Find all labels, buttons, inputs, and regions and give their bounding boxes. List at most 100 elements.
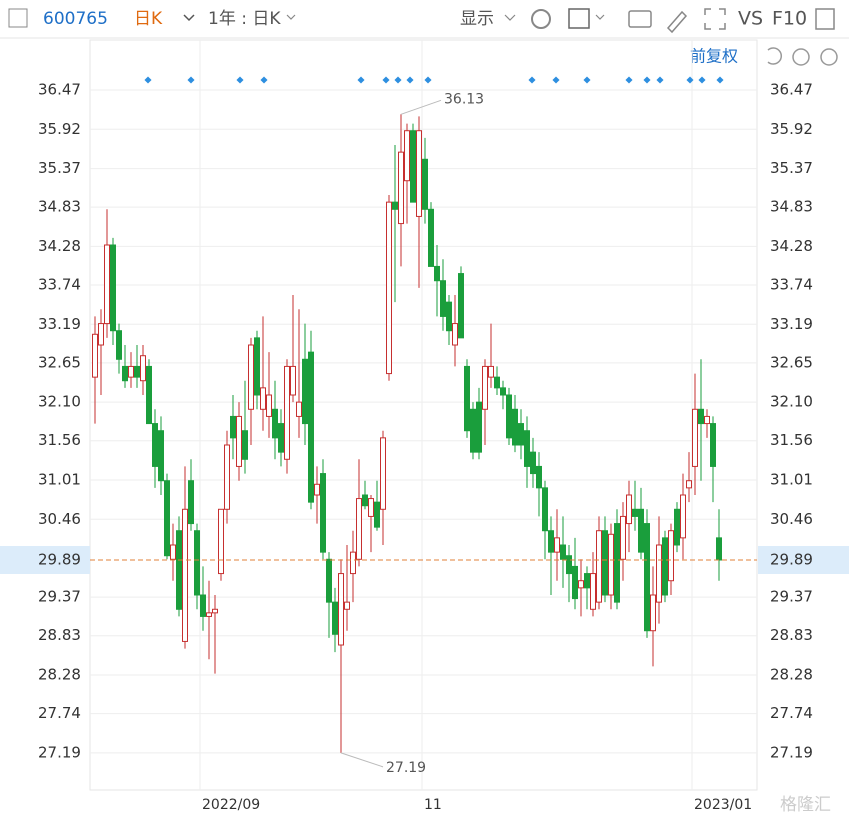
- candle-body: [98, 323, 104, 346]
- candle-body: [506, 394, 512, 439]
- y2-tick-label: 34.83: [770, 198, 813, 216]
- y-tick-label: 32.10: [38, 393, 81, 411]
- candle-body: [122, 365, 128, 382]
- candle-body: [320, 473, 326, 553]
- display-button[interactable]: 显示: [460, 9, 494, 29]
- candle-body: [476, 401, 482, 453]
- y2-tick-label: 32.65: [770, 353, 813, 371]
- y2-tick-label: 36.47: [770, 81, 813, 99]
- candle-body: [218, 508, 224, 575]
- y-tick-label: 32.65: [38, 353, 81, 371]
- last-price-bg: [758, 546, 849, 574]
- candle-body: [692, 408, 698, 467]
- candle-body: [662, 537, 668, 596]
- fullscreen-icon[interactable]: [704, 8, 726, 30]
- y-tick-label: 33.74: [38, 276, 81, 294]
- candle-body: [590, 573, 596, 610]
- candle-body: [362, 494, 368, 507]
- undo-icon[interactable]: [767, 47, 783, 65]
- y2-tick-label: 33.19: [770, 315, 813, 333]
- candle-body: [170, 544, 176, 560]
- watermark: 格隆汇: [780, 795, 831, 815]
- plot-area: 36.47 36.47 35.92 35.92 35.37 35.37 34.83 34.83…: [0, 39, 849, 813]
- candle-body: [596, 530, 602, 603]
- event-marker: [698, 76, 706, 84]
- y-tick-label: 34.83: [38, 198, 81, 216]
- candle-body: [530, 451, 536, 475]
- candle-body: [326, 558, 332, 603]
- last-price-label: 29.89: [38, 551, 81, 569]
- dropdown-arrow: [595, 14, 605, 20]
- candle-body: [536, 465, 542, 489]
- y2-tick-label: 34.28: [770, 237, 813, 255]
- candle-body: [668, 530, 674, 582]
- y-tick-label: 33.19: [38, 315, 81, 333]
- candle-body: [164, 480, 170, 557]
- candle-body: [470, 408, 476, 453]
- candle-body: [254, 337, 260, 396]
- candle-body: [578, 580, 584, 589]
- range-select[interactable]: 1年 : 日K: [208, 9, 281, 29]
- event-marker: [424, 76, 432, 84]
- candle-body: [416, 130, 422, 217]
- period-select[interactable]: 日K: [134, 9, 163, 29]
- candle-body: [566, 555, 572, 575]
- candle-body: [296, 401, 302, 417]
- y2-tick-label: 29.37: [770, 588, 813, 606]
- event-marker: [625, 76, 633, 84]
- candle-body: [446, 301, 452, 332]
- y2-tick-label: 28.83: [770, 626, 813, 644]
- event-marker: [357, 76, 365, 84]
- candle-body: [428, 208, 434, 267]
- event-marker: [583, 76, 591, 84]
- y2-tick-label: 32.10: [770, 393, 813, 411]
- event-marker: [236, 76, 244, 84]
- candle-body: [656, 544, 662, 603]
- y-tick-label: 27.19: [38, 743, 81, 761]
- stock-code[interactable]: 600765: [43, 9, 108, 29]
- event-marker: [144, 76, 152, 84]
- candle-body: [542, 487, 548, 532]
- candle-body: [482, 365, 488, 410]
- candle-body: [560, 544, 566, 560]
- candle-body: [194, 530, 200, 596]
- y-tick-label: 27.74: [38, 704, 81, 722]
- candle-body: [632, 508, 638, 517]
- candle-body: [248, 344, 254, 410]
- f10-button[interactable]: F10: [772, 8, 807, 30]
- candle-body: [674, 508, 680, 546]
- sidebar-toggle[interactable]: [8, 8, 28, 28]
- event-marker: [716, 76, 724, 84]
- candle-body: [464, 365, 470, 432]
- candle-body: [398, 151, 404, 225]
- candle-body: [128, 365, 134, 378]
- candle-body: [278, 423, 284, 453]
- last-price-label: 29.89: [770, 551, 813, 569]
- zoom-out-icon[interactable]: [792, 48, 810, 66]
- panel-icon[interactable]: [815, 8, 835, 30]
- candle-body: [698, 408, 704, 425]
- candle-body: [374, 501, 380, 528]
- vs-button[interactable]: VS: [738, 8, 763, 30]
- candle-body: [146, 365, 152, 425]
- candle-body: [344, 601, 350, 610]
- candle-body: [380, 437, 386, 510]
- candle-body: [638, 508, 644, 553]
- candle-body: [182, 508, 188, 642]
- max-annotation: 36.13: [444, 91, 484, 107]
- box-icon[interactable]: [568, 8, 590, 29]
- draw-icon[interactable]: [666, 10, 688, 34]
- annotation-leader: [340, 752, 384, 768]
- candle-body: [404, 130, 410, 182]
- zoom-in-icon[interactable]: [820, 48, 838, 66]
- camera-icon[interactable]: [628, 10, 652, 28]
- candle-body: [290, 365, 296, 396]
- settings-icon[interactable]: [531, 9, 551, 29]
- adjust-button[interactable]: 前复权: [690, 47, 738, 66]
- candle-body: [236, 415, 242, 467]
- candle-body: [512, 408, 518, 446]
- candle-body: [458, 273, 464, 339]
- candle-body: [626, 494, 632, 525]
- candle-body: [302, 358, 308, 425]
